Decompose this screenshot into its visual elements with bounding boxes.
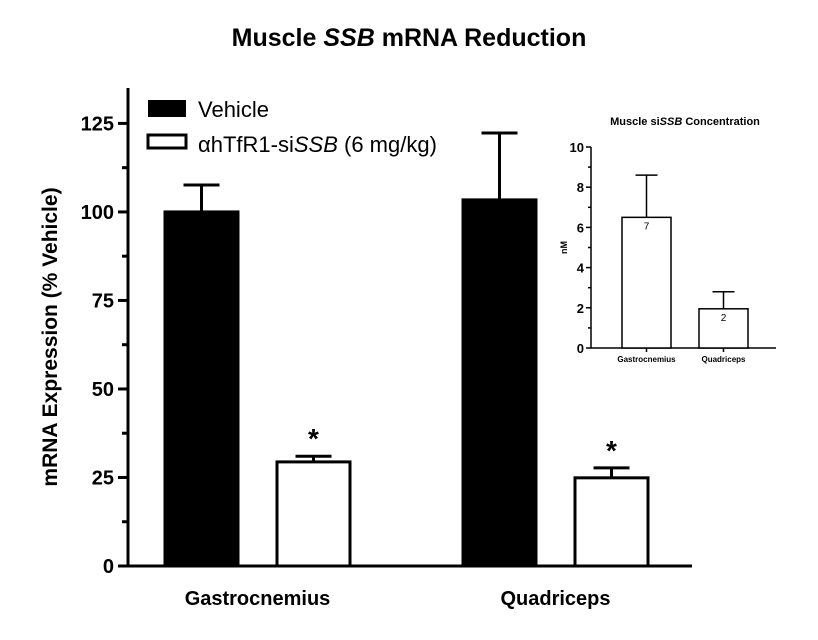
inset-title: Muscle siSSB Concentration	[610, 116, 760, 128]
inset-y-tick-label: 0	[577, 341, 584, 356]
x-tick-label-gastrocnemius: Gastrocnemius	[185, 588, 331, 610]
y-tick-label: 25	[92, 467, 114, 489]
y-tick-label: 125	[81, 113, 114, 135]
main-title-part: mRNA Reduction	[375, 24, 587, 52]
legend-label-part: αhTfR1-si	[198, 132, 294, 157]
y-tick-label: 100	[81, 202, 114, 224]
inset-y-tick-label: 8	[577, 180, 584, 195]
inset-data-label: 2	[721, 313, 727, 324]
inset-x-tick-label: Gastrocnemius	[617, 355, 676, 364]
inset-x-tick-label: Quadriceps	[701, 355, 746, 364]
main-title-part: Muscle	[232, 24, 324, 52]
bar-vehicle-gastrocnemius	[163, 210, 240, 568]
significance-star: *	[308, 423, 319, 454]
inset-title-part: SSB	[660, 116, 683, 128]
bar-sissb-gastrocnemius	[275, 460, 352, 568]
legend-label: Vehicle	[198, 97, 269, 122]
y-tick-label: 50	[92, 379, 114, 401]
legend-swatch	[148, 100, 186, 117]
legend-label-part: Vehicle	[198, 97, 269, 122]
inset-y-tick-label: 2	[577, 301, 584, 316]
significance-star: *	[606, 435, 617, 466]
inset-data-label: 7	[644, 221, 650, 232]
main-title: Muscle SSB mRNA Reduction	[232, 24, 587, 52]
inset-y-tick-label: 10	[570, 140, 584, 155]
legend-label-part: (6 mg/kg)	[338, 132, 437, 157]
x-tick-label-quadriceps: Quadriceps	[500, 588, 610, 610]
y-tick-label: 0	[103, 556, 114, 578]
y-axis-label: mRNA Expression (% Vehicle)	[39, 187, 62, 486]
legend-label: αhTfR1-siSSB (6 mg/kg)	[198, 132, 437, 157]
inset-bar-gastrocnemius	[621, 216, 672, 349]
inset-y-tick-label: 4	[577, 261, 585, 276]
bar-sissb-quadriceps	[573, 476, 650, 568]
main-title-part: SSB	[323, 24, 374, 52]
legend-swatch	[146, 133, 188, 150]
bar-vehicle-quadriceps	[461, 198, 538, 568]
legend-label-part: SSB	[294, 132, 338, 157]
inset-y-axis-label: nM	[559, 241, 569, 254]
inset-title-part: Concentration	[682, 116, 760, 128]
inset-title-part: Muscle si	[610, 116, 660, 128]
inset-y-tick-label: 6	[577, 220, 584, 235]
y-tick-label: 75	[92, 290, 114, 312]
inset-bar-quadriceps	[698, 308, 749, 349]
